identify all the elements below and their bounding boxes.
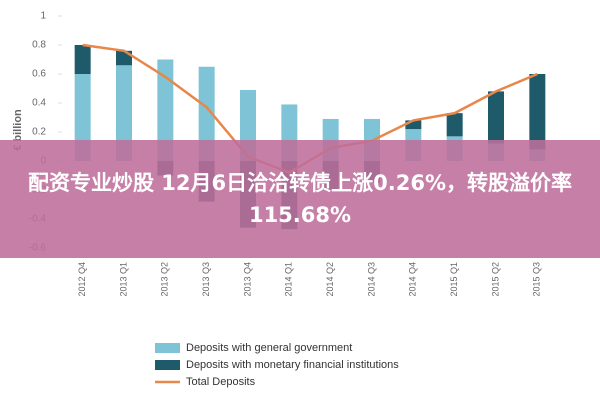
bar [529,74,546,150]
x-tick-label: 2014 Q3 [366,262,376,297]
y-tick-label: 0.4 [32,98,46,109]
x-tick-label: 2013 Q1 [118,262,128,297]
bar [74,74,91,161]
x-tick-label: 2014 Q4 [408,262,418,297]
legend-label: Deposits with general government [186,342,352,354]
y-tick-label: 0.8 [32,40,46,51]
bar [488,91,504,144]
legend-swatch [155,360,180,370]
bar [74,45,91,74]
y-tick-label: 0.2 [32,127,46,138]
x-tick-label: 2015 Q3 [532,262,542,297]
x-tick-label: 2015 Q1 [449,262,459,297]
y-tick-label: 1 [40,11,46,22]
overlay-banner: 配资专业炒股 12月6日洽洽转债上涨0.26%，转股溢价率115.68% [0,140,600,258]
legend-swatch [155,343,180,353]
bar [405,120,422,130]
x-tick-label: 2013 Q3 [201,262,211,297]
x-tick-label: 2014 Q2 [325,262,335,297]
legend-label: Deposits with monetary financial institu… [186,359,399,371]
x-tick-label: 2013 Q2 [160,262,170,297]
bar [116,65,132,161]
y-tick-label: 0.6 [32,69,46,80]
legend-label: Total Deposits [186,376,256,388]
bar [446,113,463,137]
bar [157,59,174,161]
x-tick-label: 2013 Q4 [242,262,252,297]
x-tick-label: 2012 Q4 [77,262,87,297]
x-tick-label: 2014 Q1 [284,262,294,297]
x-tick-label: 2015 Q2 [490,262,500,297]
bar [198,66,215,161]
